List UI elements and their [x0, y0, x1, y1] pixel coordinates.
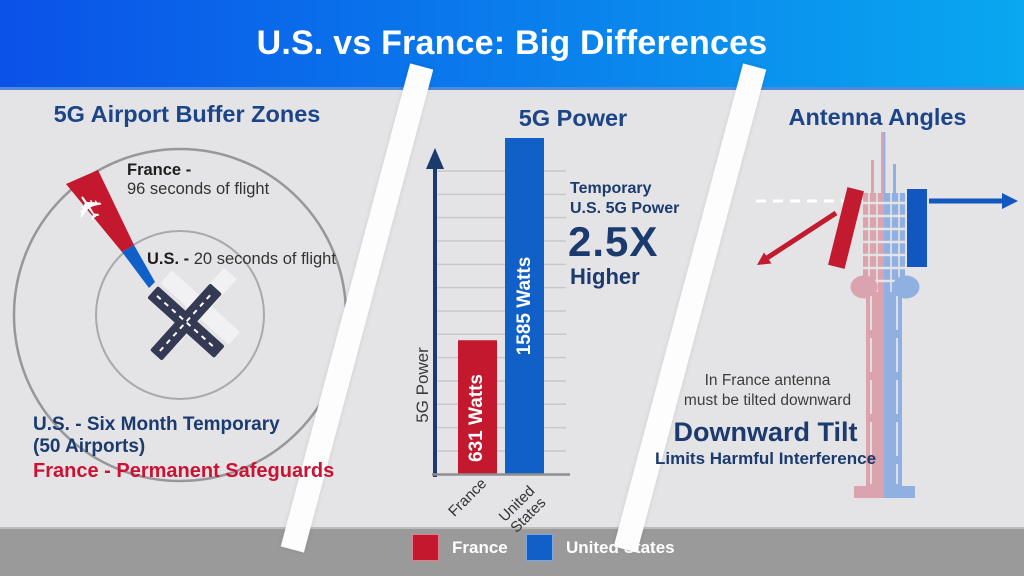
antenna-angles-title: Antenna Angles: [788, 104, 967, 130]
tower-icon: [850, 132, 920, 498]
legend-swatch-france: [412, 534, 439, 561]
france-antenna-panel: [828, 187, 864, 269]
france-flight-label: France - 96 seconds of flight: [127, 161, 270, 198]
antenna-diagram: [756, 132, 1018, 498]
bar-value-united-states: 1585 Watts: [514, 256, 535, 356]
buffer-zones-title: 5G Airport Buffer Zones: [53, 101, 321, 127]
page-title: U.S. vs France: Big Differences: [256, 24, 768, 62]
downward-arrow: [757, 210, 838, 265]
bar-value-france: 631 Watts: [466, 374, 487, 462]
france-safeguard-note: France - Permanent Safeguards: [33, 460, 335, 482]
power-annotation: Temporary U.S. 5G Power 2.5X Higher: [568, 180, 680, 289]
header-banner: U.S. vs France: Big Differences: [0, 0, 1024, 90]
bar-united-states: [505, 138, 544, 474]
y-axis-arrow: [426, 148, 444, 169]
inner-circle: [95, 230, 265, 400]
footer-bar: [0, 527, 1024, 576]
y-axis-label: 5G Power: [413, 347, 432, 423]
downward-tilt-headline: Downward Tilt: [673, 417, 858, 447]
us-wedge: [122, 245, 155, 288]
chart-gridlines: [437, 170, 566, 452]
us-antenna-panel: [907, 189, 927, 267]
horizontal-arrow: [929, 193, 1018, 209]
legend-swatch-united-states: [526, 534, 553, 561]
antenna-note: In France antenna must be tilted downwar…: [683, 372, 852, 409]
us-flight-label: U.S. - 20 seconds of flight: [147, 250, 336, 268]
bar-chart: [426, 138, 570, 477]
runway-icon: [148, 267, 241, 360]
bar-france: [458, 340, 497, 474]
us-safeguard-note: U.S. - Six Month Temporary (50 Airports): [33, 414, 280, 457]
france-wedge: [66, 170, 134, 252]
power-chart-title: 5G Power: [518, 105, 628, 131]
downward-tilt-subline: Limits Harmful Interference: [654, 449, 877, 468]
legend-label-france: France: [452, 538, 508, 557]
